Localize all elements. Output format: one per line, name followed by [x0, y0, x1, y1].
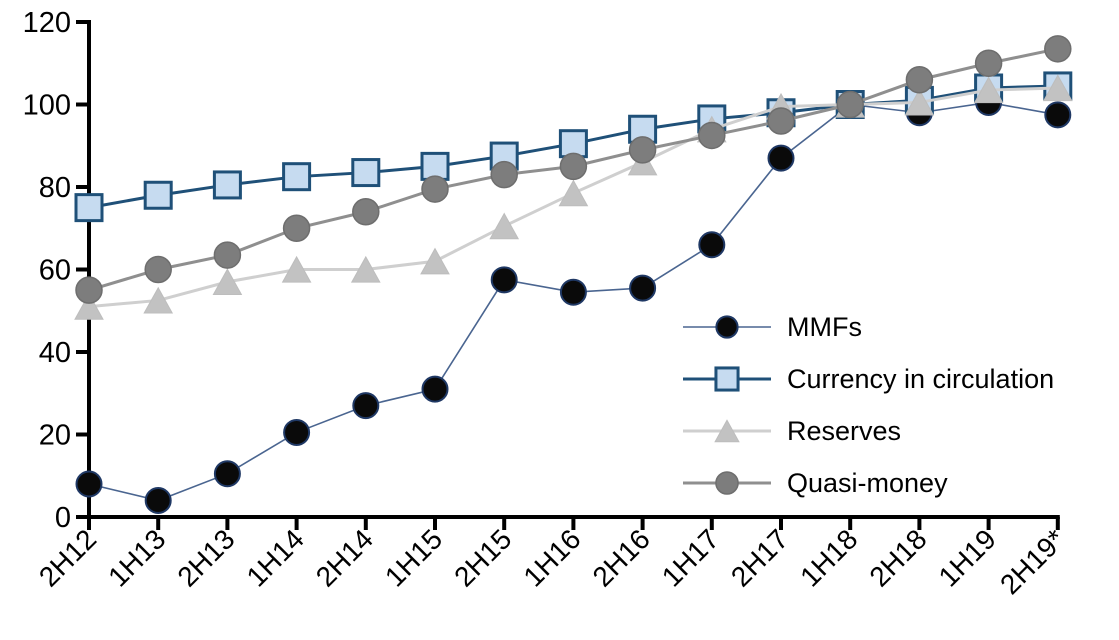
x-tick-label: 2H16	[587, 523, 656, 592]
data-point-quasi-money-2H17	[767, 107, 795, 135]
data-point-reserves-2H14	[350, 255, 381, 283]
y-tick-label: 20	[39, 420, 71, 452]
legend-marker-reserves	[714, 419, 740, 443]
data-point-quasi-money-2H13	[213, 241, 242, 269]
x-tick-label: 1H18	[794, 523, 863, 592]
data-point-quasi-money-1H18	[836, 90, 864, 119]
data-point-reserves-2H12	[74, 292, 104, 320]
data-point-mmfs-2H15	[490, 266, 518, 294]
x-tick-label: 1H16	[517, 523, 586, 592]
data-point-reserves-1H15	[420, 247, 450, 275]
data-point-reserves-2H15	[489, 212, 520, 240]
data-point-mmfs-2H17	[767, 144, 795, 172]
data-point-quasi-money-1H16	[559, 152, 588, 181]
legend-label-currency-in-circulation: Currency in circulation	[787, 364, 1054, 394]
data-point-mmfs-2H19*	[1044, 101, 1072, 129]
y-tick-label: 0	[55, 502, 71, 534]
x-tick-label: 1H14	[241, 523, 310, 592]
y-tick-label: 80	[39, 172, 71, 204]
data-point-mmfs-1H15	[421, 375, 449, 403]
x-tick-label: 1H15	[379, 523, 448, 592]
data-point-reserves-1H16	[558, 179, 589, 207]
data-point-quasi-money-1H13	[144, 255, 172, 284]
data-point-quasi-money-1H19	[974, 49, 1003, 77]
legend-item-mmfs: MMFs	[683, 312, 862, 342]
data-point-quasi-money-2H15	[490, 160, 518, 189]
data-point-reserves-2H18	[904, 88, 935, 116]
x-tick-label: 1H13	[102, 523, 171, 592]
x-tick-label: 2H15	[448, 523, 517, 592]
legend-item-reserves: Reserves	[683, 416, 901, 446]
data-point-mmfs-1H13	[144, 487, 172, 514]
data-point-mmfs-1H16	[559, 278, 587, 306]
legend-label-reserves: Reserves	[787, 416, 901, 446]
legend-label-mmfs: MMFs	[787, 312, 862, 342]
legend-item-quasi-money: Quasi-money	[683, 468, 948, 498]
y-tick-label: 40	[39, 337, 71, 369]
legend-marker-quasi-money	[715, 471, 739, 495]
data-point-mmfs-1H14	[283, 418, 311, 446]
data-point-reserves-1H14	[281, 255, 312, 283]
data-point-quasi-money-2H16	[628, 136, 657, 164]
y-tick-label: 120	[23, 7, 71, 39]
data-point-quasi-money-1H14	[282, 214, 311, 242]
data-point-quasi-money-1H15	[421, 175, 449, 203]
data-point-currency-in-circulation-2H13	[212, 170, 242, 200]
x-tick-label: 2H18	[863, 523, 932, 592]
data-point-currency-in-circulation-1H13	[143, 180, 173, 210]
data-point-reserves-2H19*	[1042, 74, 1073, 102]
x-tick-label: 2H19*	[994, 523, 1071, 600]
y-tick-label: 100	[23, 90, 71, 122]
data-point-quasi-money-1H17	[698, 121, 726, 150]
data-point-reserves-1H19	[973, 76, 1004, 104]
x-tick-label: 2H14	[310, 523, 379, 592]
series-quasi-money	[75, 35, 1072, 304]
data-point-mmfs-2H14	[352, 392, 380, 420]
data-point-quasi-money-2H14	[352, 198, 380, 226]
data-point-mmfs-2H12	[75, 470, 103, 498]
data-point-reserves-1H13	[143, 286, 174, 314]
x-tick-label: 1H19	[933, 523, 1002, 592]
data-point-quasi-money-2H19*	[1044, 35, 1072, 63]
x-tick-label: 2H13	[171, 523, 240, 592]
data-point-mmfs-2H16	[629, 274, 657, 302]
data-point-currency-in-circulation-2H14	[351, 158, 381, 188]
data-point-quasi-money-2H18	[905, 66, 934, 94]
data-point-mmfs-1H17	[698, 231, 726, 259]
x-tick-label: 2H17	[725, 523, 794, 592]
x-tick-label: 1H17	[656, 523, 725, 592]
legend: MMFs Currency in circulation Reserves Quasi…	[683, 312, 1054, 498]
data-point-quasi-money-2H12	[75, 276, 103, 304]
legend-label-quasi-money: Quasi-money	[787, 468, 948, 498]
legend-marker-mmfs	[715, 315, 739, 339]
data-point-currency-in-circulation-1H14	[282, 162, 312, 192]
legend-marker-currency-in-circulation	[714, 366, 740, 392]
data-point-currency-in-circulation-2H12	[74, 193, 104, 223]
y-tick-label: 60	[39, 255, 71, 287]
data-point-reserves-2H13	[212, 268, 243, 295]
legend-item-currency-in-circulation: Currency in circulation	[683, 364, 1054, 394]
data-point-mmfs-2H13	[213, 460, 241, 488]
